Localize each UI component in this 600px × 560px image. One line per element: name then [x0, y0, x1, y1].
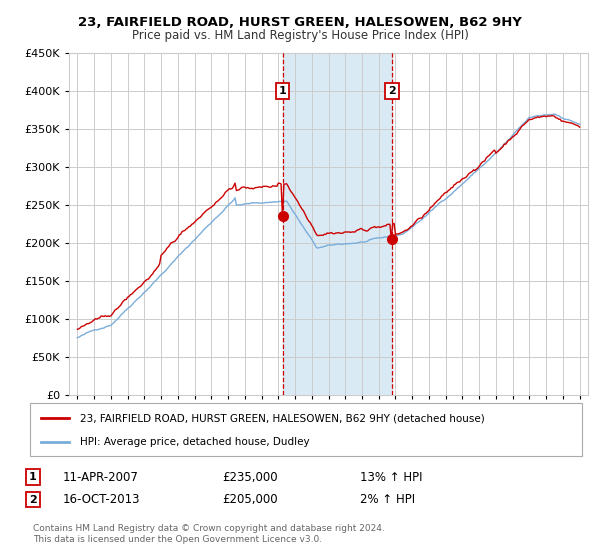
FancyBboxPatch shape: [30, 403, 582, 456]
Text: 2: 2: [388, 86, 396, 96]
Text: 1: 1: [279, 86, 287, 96]
Text: This data is licensed under the Open Government Licence v3.0.: This data is licensed under the Open Gov…: [33, 535, 322, 544]
Text: 13% ↑ HPI: 13% ↑ HPI: [360, 470, 422, 484]
Text: 1: 1: [29, 472, 37, 482]
Bar: [283, 53, 392, 395]
Text: 2% ↑ HPI: 2% ↑ HPI: [360, 493, 415, 506]
Text: 23, FAIRFIELD ROAD, HURST GREEN, HALESOWEN, B62 9HY: 23, FAIRFIELD ROAD, HURST GREEN, HALESOW…: [78, 16, 522, 29]
Text: HPI: Average price, detached house, Dudley: HPI: Average price, detached house, Dudl…: [80, 436, 310, 446]
Text: Price paid vs. HM Land Registry's House Price Index (HPI): Price paid vs. HM Land Registry's House …: [131, 29, 469, 42]
Text: 11-APR-2007: 11-APR-2007: [63, 470, 139, 484]
Text: 23, FAIRFIELD ROAD, HURST GREEN, HALESOWEN, B62 9HY (detached house): 23, FAIRFIELD ROAD, HURST GREEN, HALESOW…: [80, 413, 484, 423]
Text: £235,000: £235,000: [222, 470, 278, 484]
Text: £205,000: £205,000: [222, 493, 278, 506]
Text: Contains HM Land Registry data © Crown copyright and database right 2024.: Contains HM Land Registry data © Crown c…: [33, 524, 385, 533]
Text: 2: 2: [29, 494, 37, 505]
Text: 16-OCT-2013: 16-OCT-2013: [63, 493, 140, 506]
